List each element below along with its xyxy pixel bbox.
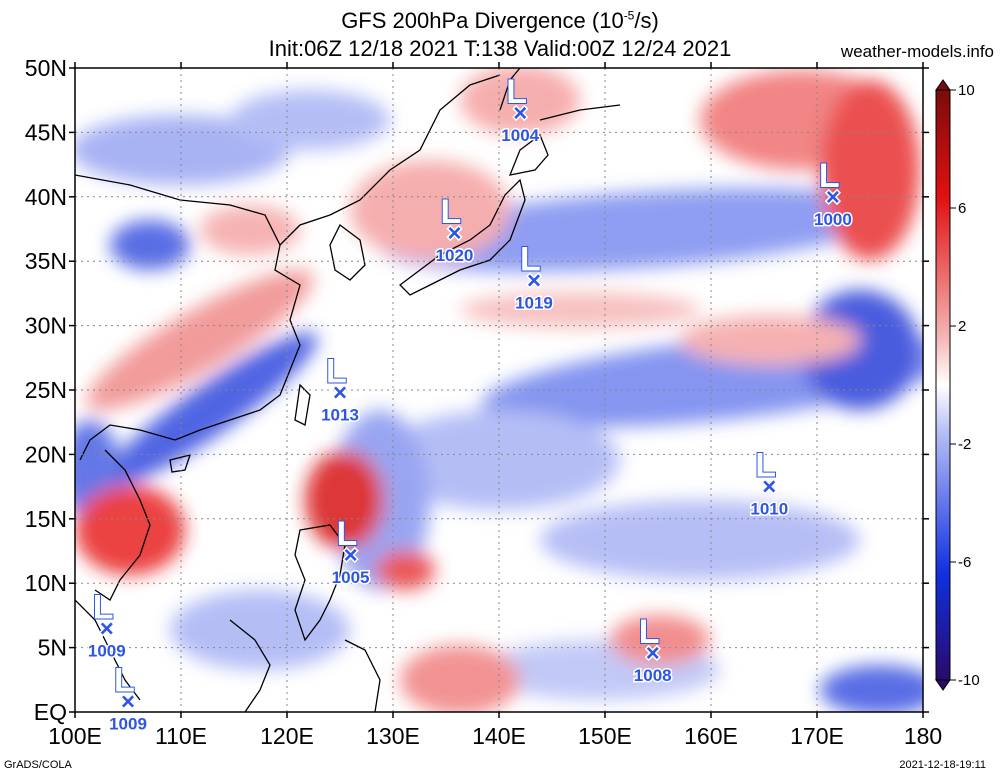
lon-label: 130E [366,723,420,749]
footer-software: GrADS/COLA [4,759,72,771]
low-pressure-value: 1020 [436,246,474,265]
low-symbol: L [506,73,527,111]
low-marker: L×1000 [812,156,853,231]
lon-label: 170E [790,723,844,749]
low-marker: L×1019 [514,240,555,315]
lat-label: 5N [38,635,67,661]
title-exponent: -5 [623,8,635,23]
low-symbol: L [337,515,358,553]
low-pressure-value: 1010 [750,500,788,519]
lon-label: 140E [472,723,526,749]
lon-label: 100E [48,723,102,749]
low-symbol: L [819,157,840,195]
lon-label: 180 [904,723,942,749]
low-marker: L×1010 [749,446,790,520]
colorbar: 10 6 2 -2 -6 -10 [935,79,980,691]
low-marker: L×1009 [86,587,127,662]
low-symbol: L [114,662,135,700]
low-marker: L×1020 [434,192,475,267]
low-pressure-value: 1013 [321,406,359,425]
map-title: GFS 200hPa Divergence (10-5/s) [0,8,1000,34]
lat-label: 20N [25,441,67,467]
colorbar-bar [935,89,951,681]
low-pressure-value: 1008 [634,666,672,685]
lon-label: 110E [155,723,207,749]
lat-label: 30N [25,313,67,339]
low-pressure-value: 1004 [501,126,539,145]
low-center-mark: × [762,474,776,501]
lat-label: 10N [25,570,67,596]
lat-label: 45N [25,119,67,145]
title-text: GFS 200hPa Divergence (10 [341,8,624,33]
low-pressure-value: 1019 [515,294,553,313]
low-center-mark: × [646,640,660,667]
low-center-mark: × [121,689,135,716]
colorbar-label: 10 [958,82,975,99]
low-symbol: L [639,613,660,651]
lat-label: EQ [34,699,67,725]
lat-label: 35N [25,248,67,274]
latitude-labels: EQ 5N 10N 15N 20N 25N 30N 35N 40N 45N 50N [25,55,67,725]
low-center-mark: × [513,100,527,127]
colorbar-label: -10 [958,672,980,689]
axis-ticks [69,62,929,718]
colorbar-label: -6 [958,554,971,571]
low-symbol: L [440,193,461,231]
colorbar-label: 6 [958,200,966,217]
low-center-mark: × [527,268,541,295]
low-marker: L×1005 [330,514,371,589]
low-marker: L×1013 [320,352,361,427]
low-center-mark: × [344,542,358,569]
low-marker: L×1008 [632,612,673,687]
low-center-mark: × [447,220,461,247]
coastlines [75,68,621,712]
lat-label: 50N [25,55,67,81]
low-center-mark: × [100,615,114,642]
low-marker: L×1009 [108,661,149,736]
low-symbol: L [326,353,347,391]
colorbar-top-arrow [935,79,951,91]
low-center-mark: × [826,184,840,211]
lat-label: 15N [25,506,67,532]
low-pressure-value: 1005 [332,568,370,587]
colorbar-label: 2 [958,318,966,335]
map-subtitle: Init:06Z 12/18 2021 T:138 Valid:00Z 12/2… [268,36,732,61]
colorbar-label: -2 [958,436,971,453]
title-unit: /s) [634,8,659,33]
lon-label: 150E [578,723,632,749]
low-pressure-value: 1000 [814,210,852,229]
longitude-labels: 100E 110E 120E 130E 140E 150E 160E 170E 180 [48,723,942,749]
low-symbol: L [520,241,541,279]
divergence-field [75,68,923,712]
lon-label: 120E [260,723,314,749]
low-symbol: L [93,588,114,626]
footer-timestamp: 2021-12-18-19:11 [899,759,986,771]
low-center-mark: × [333,380,347,407]
colorbar-bottom-arrow [935,679,951,691]
lon-label: 160E [684,723,738,749]
low-marker: L×1004 [500,72,541,147]
lat-label: 40N [25,184,67,210]
low-pressure-value: 1009 [88,641,126,660]
lat-label: 25N [25,377,67,403]
low-pressure-value: 1009 [109,715,147,734]
low-symbol: L [755,447,776,485]
site-credit: weather-models.info [840,42,994,61]
